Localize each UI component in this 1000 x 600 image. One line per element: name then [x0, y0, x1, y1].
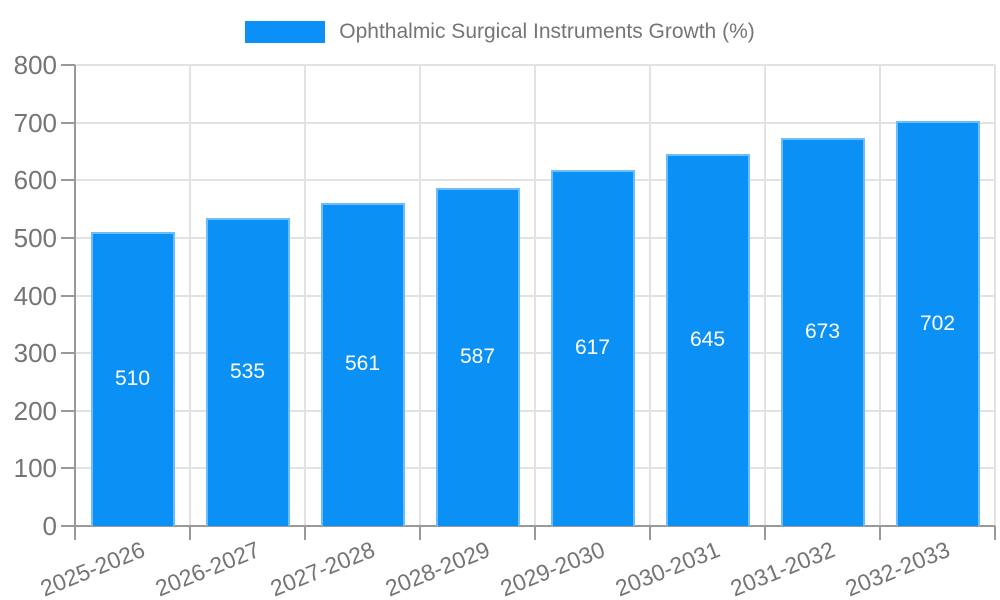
bar-2027-2028[interactable]: [320, 202, 405, 526]
x-axis-category-label: 2026-2027: [151, 536, 263, 600]
y-axis-tick: [61, 179, 75, 182]
legend-label: Ophthalmic Surgical Instruments Growth (…: [339, 20, 755, 43]
x-gridline: [304, 65, 306, 526]
x-gridline: [649, 65, 651, 526]
bar-2031-2032[interactable]: [780, 138, 865, 526]
x-axis-category-label: 2030-2031: [611, 536, 723, 600]
bar-value-label: 535: [229, 359, 266, 383]
bar-2032-2033[interactable]: [895, 121, 980, 526]
bar-2026-2027[interactable]: [205, 217, 290, 526]
y-axis-label: 200: [13, 395, 57, 426]
bar-value-label: 702: [919, 311, 956, 335]
x-gridline: [189, 65, 191, 526]
x-gridline: [994, 65, 996, 526]
x-axis-tick: [764, 526, 766, 540]
x-axis-tick: [994, 526, 996, 540]
x-axis-tick: [189, 526, 191, 540]
legend-swatch-icon: [245, 21, 326, 43]
y-axis-label: 0: [42, 511, 57, 541]
bar-2029-2030[interactable]: [550, 170, 635, 526]
x-axis-tick: [419, 526, 421, 540]
y-axis-tick: [61, 409, 75, 412]
y-axis-tick: [61, 352, 75, 355]
y-axis-tick: [61, 467, 75, 470]
x-axis-tick: [74, 526, 76, 540]
y-axis-label: 400: [13, 280, 57, 311]
bar-value-label: 645: [689, 328, 726, 352]
x-axis-category-label: 2032-2033: [841, 536, 953, 600]
y-axis-tick: [61, 294, 75, 297]
x-axis-category-label: 2025-2026: [36, 536, 148, 600]
x-axis-tick: [879, 526, 881, 540]
y-axis-label: 300: [13, 338, 57, 369]
y-axis-label: 700: [13, 107, 57, 138]
y-axis-tick: [61, 236, 75, 239]
x-gridline: [534, 65, 536, 526]
x-axis-category-label: 2027-2028: [266, 536, 378, 600]
y-axis-tick: [61, 121, 75, 124]
y-axis-label: 500: [13, 222, 57, 253]
x-axis-line: [65, 525, 995, 527]
y-axis-line: [74, 65, 76, 526]
x-axis-category-label: 2028-2029: [381, 536, 493, 600]
y-axis-label: 800: [13, 50, 57, 80]
bar-2025-2026[interactable]: [90, 232, 175, 526]
bar-value-label: 510: [114, 367, 151, 391]
x-gridline: [764, 65, 766, 526]
x-gridline: [419, 65, 421, 526]
x-axis-tick: [304, 526, 306, 540]
x-axis-category-label: 2029-2030: [496, 536, 608, 600]
bar-value-label: 617: [574, 336, 611, 360]
x-axis-category-label: 2031-2032: [726, 536, 838, 600]
bar-2028-2029[interactable]: [435, 187, 520, 526]
y-axis-label: 600: [13, 165, 57, 196]
x-gridline: [879, 65, 881, 526]
y-axis-tick: [61, 64, 75, 66]
bar-value-label: 673: [804, 320, 841, 344]
bar-value-label: 561: [344, 352, 381, 376]
bar-value-label: 587: [459, 344, 496, 368]
legend[interactable]: Ophthalmic Surgical Instruments Growth (…: [0, 18, 1000, 46]
bar-2030-2031[interactable]: [665, 154, 750, 526]
y-axis-label: 100: [13, 453, 57, 484]
x-axis-tick: [534, 526, 536, 540]
x-axis-tick: [649, 526, 651, 540]
